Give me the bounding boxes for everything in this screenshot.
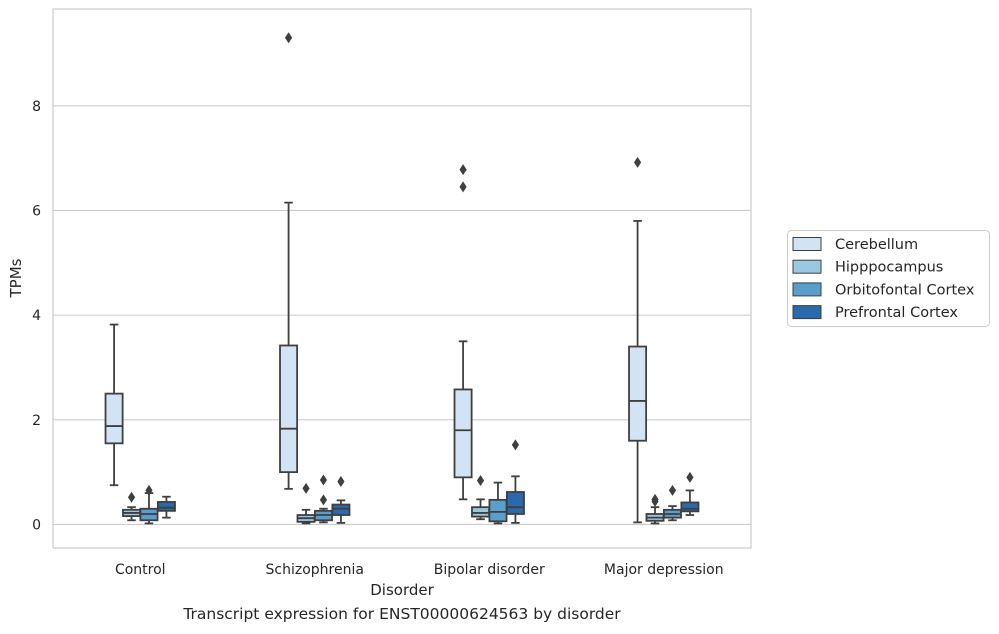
y-tick-label: 0	[32, 517, 41, 533]
box-body	[104, 392, 124, 445]
x-tick-labels: Control Schizophrenia Bipolar disorder Majo…	[115, 562, 724, 578]
x-tick-label: Control	[115, 562, 166, 578]
box-body	[331, 503, 351, 516]
legend-frame	[787, 230, 990, 327]
series-orbitofontal-cortex	[139, 474, 682, 525]
legend-item: Orbitofontal Cortex	[792, 282, 975, 298]
chart-caption: Transcript expression for ENST0000062456…	[183, 605, 621, 623]
outlier-point	[668, 484, 677, 496]
box-mark	[505, 439, 525, 524]
y-tick-label: 2	[32, 413, 41, 429]
outlier-point	[459, 181, 467, 193]
box-mark	[139, 484, 159, 525]
outlier-point	[319, 494, 328, 506]
box-mark	[488, 481, 508, 525]
box-mark	[471, 474, 490, 521]
box-body	[505, 491, 525, 515]
legend-label: Orbitofontal Cortex	[835, 282, 975, 298]
outlier-point	[145, 484, 153, 496]
box-mark	[122, 491, 141, 522]
box-mark	[296, 482, 316, 525]
y-tick-label: 4	[32, 308, 41, 324]
box-mark	[104, 323, 124, 487]
y-axis-title: TPMs	[7, 258, 25, 298]
box-mark	[331, 476, 351, 524]
outlier-point	[284, 32, 293, 44]
outlier-point	[459, 164, 467, 176]
box-mark	[663, 484, 682, 522]
x-axis-title: Disorder	[370, 581, 434, 599]
legend-item: Cerebellum	[792, 237, 918, 253]
outlier-point	[686, 471, 694, 483]
box-mark	[453, 164, 473, 501]
box-body	[471, 506, 490, 518]
box-body	[488, 498, 508, 523]
outlier-point	[319, 474, 328, 486]
box-mark	[628, 156, 648, 524]
box-body	[279, 344, 299, 474]
box-body	[680, 501, 700, 513]
series-hipppocampus	[122, 474, 665, 525]
box-body	[156, 501, 176, 512]
outlier-point	[476, 474, 485, 486]
outlier-point	[302, 482, 310, 494]
legend-swatch	[792, 237, 822, 251]
box-mark	[279, 32, 299, 490]
legend: Cerebellum Hipppocampus Orbitofontal Corte…	[787, 230, 990, 327]
grid-lines	[53, 105, 751, 526]
box-mark	[645, 493, 665, 525]
x-tick-label: Schizophrenia	[266, 562, 364, 578]
x-tick-label: Bipolar disorder	[434, 562, 545, 578]
y-tick-label: 8	[32, 99, 41, 115]
outlier-point	[511, 439, 520, 451]
box-plots	[104, 32, 700, 525]
y-tick-label: 6	[32, 203, 41, 219]
plot-frame	[52, 8, 752, 549]
series-cerebellum	[104, 32, 648, 524]
legend-item: Hipppocampus	[792, 259, 943, 276]
legend-label: Prefrontal Cortex	[835, 305, 958, 321]
box-mark	[680, 471, 700, 516]
y-tick-labels: 0 2 4 6 8	[32, 99, 41, 534]
series-prefrontal-cortex	[156, 439, 700, 524]
legend-item: Prefrontal Cortex	[792, 305, 958, 321]
legend-label: Cerebellum	[835, 237, 918, 253]
outlier-point	[127, 491, 136, 503]
outlier-point	[651, 493, 659, 505]
box-mark	[156, 495, 176, 519]
legend-swatch	[792, 282, 822, 297]
box-mark	[314, 474, 333, 524]
box-body	[628, 345, 648, 442]
legend-label: Hipppocampus	[835, 260, 943, 276]
legend-swatch	[792, 305, 822, 320]
outlier-point	[337, 476, 345, 488]
legend-swatch	[792, 259, 822, 274]
x-tick-label: Major depression	[604, 562, 724, 578]
box-body	[453, 388, 473, 479]
outlier-point	[633, 156, 642, 168]
